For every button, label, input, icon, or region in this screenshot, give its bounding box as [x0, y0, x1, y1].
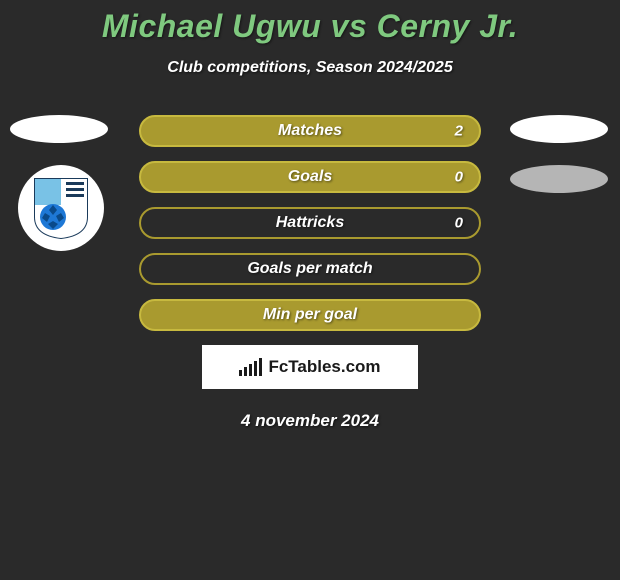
- club-shield-icon: [33, 177, 89, 239]
- stat-row-min-per-goal: Min per goal: [139, 299, 481, 331]
- stat-value: 0: [455, 169, 463, 186]
- stats-column: Matches 2 Goals 0 Hattricks 0 Goals per match M…: [139, 115, 481, 331]
- right-player-column: [510, 115, 610, 215]
- date-line: 4 november 2024: [0, 411, 620, 431]
- player1-club-badge: [18, 165, 104, 251]
- main-content: Matches 2 Goals 0 Hattricks 0 Goals per match M…: [0, 115, 620, 331]
- player2-club-placeholder: [510, 165, 608, 193]
- stat-value: 2: [455, 123, 463, 140]
- comparison-card: Michael Ugwu vs Cerny Jr. Club competiti…: [0, 0, 620, 431]
- page-title: Michael Ugwu vs Cerny Jr.: [0, 8, 620, 45]
- stat-label: Hattricks: [276, 214, 344, 232]
- stat-label: Goals: [288, 168, 332, 186]
- stat-label: Matches: [278, 122, 342, 140]
- stat-row-goals: Goals 0: [139, 161, 481, 193]
- stat-row-matches: Matches 2: [139, 115, 481, 147]
- stat-label: Min per goal: [263, 306, 357, 324]
- player1-photo-placeholder: [10, 115, 108, 143]
- stat-row-goals-per-match: Goals per match: [139, 253, 481, 285]
- subtitle: Club competitions, Season 2024/2025: [0, 59, 620, 77]
- left-player-column: [10, 115, 110, 251]
- brand-text: FcTables.com: [268, 357, 380, 377]
- stat-row-hattricks: Hattricks 0: [139, 207, 481, 239]
- stat-value: 0: [455, 215, 463, 232]
- brand-attribution: FcTables.com: [202, 345, 418, 389]
- player2-photo-placeholder: [510, 115, 608, 143]
- brand-bars-icon: [239, 358, 262, 376]
- stat-label: Goals per match: [247, 260, 372, 278]
